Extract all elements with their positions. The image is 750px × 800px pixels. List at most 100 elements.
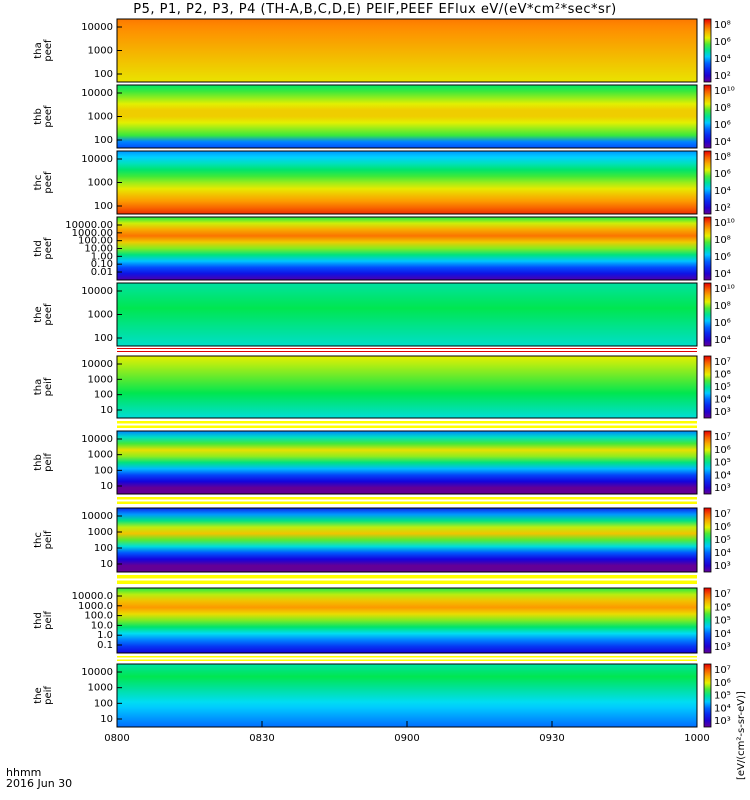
panel-label-thb-peif: thb [33, 454, 44, 471]
colorbar-tick-thb-peif: 10⁶ [714, 445, 731, 456]
panel-label-tha-peif: peif [43, 377, 54, 396]
colorbar-tick-the-peef: 10¹⁰ [714, 284, 735, 295]
colorbar-tick-thb-peef: 10⁸ [714, 103, 731, 114]
colorbar-tick-the-peif: 10⁷ [714, 665, 731, 676]
colorbar-tick-thd-peef: 10⁸ [714, 235, 731, 246]
ytick-thd-peif: 0.1 [97, 640, 113, 651]
ytick-thb-peef: 10000 [81, 88, 113, 99]
colorbar-tick-thb-peif: 10⁴ [714, 470, 731, 481]
colorbar-tick-thc-peif: 10⁷ [714, 509, 731, 520]
colorbar-tick-thd-peif: 10⁴ [714, 629, 731, 640]
panel-label-the-peif: the [33, 687, 44, 703]
ytick-the-peef: 100 [94, 333, 113, 344]
ytick-thd-peif: 100.0 [84, 611, 113, 622]
ytick-tha-peif: 1000 [88, 374, 113, 385]
colorbar-tick-the-peif: 10⁶ [714, 678, 731, 689]
colorbar-tick-thb-peif: 10⁵ [714, 458, 731, 469]
colorbar-tick-thc-peif: 10⁴ [714, 548, 731, 559]
colorbar-tick-tha-peef: 10⁴ [714, 54, 731, 65]
panel-label-thd-peif: thd [33, 612, 44, 629]
colorbar-tick-the-peif: 10³ [714, 716, 731, 727]
ytick-tha-peef: 1000 [88, 46, 113, 57]
ytick-tha-peif: 10000 [81, 359, 113, 370]
ytick-the-peif: 1000 [88, 683, 113, 694]
ytick-thb-peif: 100 [94, 465, 113, 476]
ytick-thd-peef: 1.00 [91, 251, 113, 262]
panel-label-the-peif: peif [43, 686, 54, 705]
colorbar-tick-the-peif: 10⁵ [714, 691, 731, 702]
ytick-the-peef: 1000 [88, 310, 113, 321]
colorbar-tick-tha-peef: 10⁸ [714, 20, 731, 31]
colorbar-tick-thd-peif: 10⁵ [714, 616, 731, 627]
colorbar-tick-tha-peif: 10⁵ [714, 382, 731, 393]
ytick-tha-peef: 10000 [81, 22, 113, 33]
ytick-thb-peef: 1000 [88, 112, 113, 123]
ytick-thb-peif: 10 [100, 481, 113, 492]
colorbar-tick-tha-peef: 10² [714, 71, 731, 82]
xtick-label: 0900 [394, 733, 419, 744]
ytick-the-peef: 10000 [81, 286, 113, 297]
colorbar-tick-thb-peef: 10⁴ [714, 137, 731, 148]
colorbar-tick-the-peef: 10⁶ [714, 318, 731, 329]
colorbar-tick-thb-peef: 10⁶ [714, 120, 731, 131]
xtick-label: 1000 [684, 733, 709, 744]
ytick-tha-peif: 10 [100, 405, 113, 416]
panel-label-the-peef: the [33, 306, 44, 322]
ytick-thc-peef: 10000 [81, 154, 113, 165]
ytick-thc-peef: 100 [94, 201, 113, 212]
panel-label-thd-peef: peef [43, 237, 54, 260]
colorbar-tick-thd-peef: 10⁶ [714, 252, 731, 263]
ytick-tha-peif: 100 [94, 390, 113, 401]
colorbar-tick-thb-peef: 10¹⁰ [714, 86, 735, 97]
ytick-thd-peef: 0.10 [91, 259, 113, 270]
panel-label-tha-peef: tha [33, 42, 44, 58]
ytick-thb-peef: 100 [94, 135, 113, 146]
panel-label-thb-peef: peef [43, 105, 54, 128]
colorbar-tick-the-peif: 10⁴ [714, 703, 731, 714]
panel-label-thc-peif: thc [33, 532, 44, 548]
panel-label-thb-peif: peif [43, 453, 54, 472]
colorbar-tick-thd-peef: 10⁴ [714, 269, 731, 280]
ytick-thd-peef: 0.01 [91, 267, 113, 278]
colorbar-tick-thb-peif: 10³ [714, 483, 731, 494]
colorbar-tick-tha-peif: 10³ [714, 407, 731, 418]
date-label: 2016 Jun 30 [6, 777, 73, 790]
colorbar-tick-thd-peif: 10⁷ [714, 589, 731, 600]
panel-label-thd-peif: peif [43, 611, 54, 630]
colorbar-unit: [eV/(cm²-s-sr-eV)] [736, 691, 747, 780]
colorbar-tick-thb-peif: 10⁷ [714, 432, 731, 443]
panel-label-thb-peef: thb [33, 108, 44, 125]
ytick-thc-peif: 1000 [88, 527, 113, 538]
colorbar-tick-thd-peif: 10³ [714, 642, 731, 653]
ytick-thd-peif: 1.0 [97, 630, 113, 641]
ytick-thb-peif: 10000 [81, 434, 113, 445]
ytick-thb-peif: 1000 [88, 450, 113, 461]
chart-title: P5, P1, P2, P3, P4 (TH-A,B,C,D,E) PEIF,P… [133, 2, 617, 17]
hhmm-label: hhmm [6, 766, 42, 779]
colorbar-tick-thd-peif: 10⁶ [714, 602, 731, 613]
xtick-label: 0830 [249, 733, 274, 744]
ytick-thd-peef: 100.00 [78, 236, 113, 247]
colorbar-tick-thc-peef: 10² [714, 203, 731, 214]
colorbar-tick-tha-peif: 10⁷ [714, 357, 731, 368]
ytick-thc-peif: 100 [94, 543, 113, 554]
colorbar-tick-thc-peif: 10³ [714, 561, 731, 572]
ytick-thd-peef: 10.00 [84, 244, 113, 255]
ytick-thd-peif: 10000.0 [72, 591, 113, 602]
ytick-the-peif: 10000 [81, 667, 113, 678]
colorbar-tick-thc-peif: 10⁵ [714, 535, 731, 546]
xtick-label: 0930 [539, 733, 564, 744]
panel-label-thc-peef: peef [43, 171, 54, 194]
ytick-thc-peef: 1000 [88, 178, 113, 189]
colorbar-tick-tha-peif: 10⁴ [714, 395, 731, 406]
colorbar-tick-thc-peef: 10⁶ [714, 169, 731, 180]
panel-label-tha-peef: peef [43, 39, 54, 62]
panel-label-thc-peef: thc [33, 175, 44, 191]
ytick-thd-peif: 10.0 [91, 620, 113, 631]
ytick-tha-peef: 100 [94, 69, 113, 80]
ytick-thd-peef: 10000.00 [65, 220, 113, 231]
colorbar-tick-tha-peef: 10⁶ [714, 37, 731, 48]
ytick-thd-peif: 1000.0 [78, 601, 113, 612]
xtick-label: 0800 [104, 733, 129, 744]
